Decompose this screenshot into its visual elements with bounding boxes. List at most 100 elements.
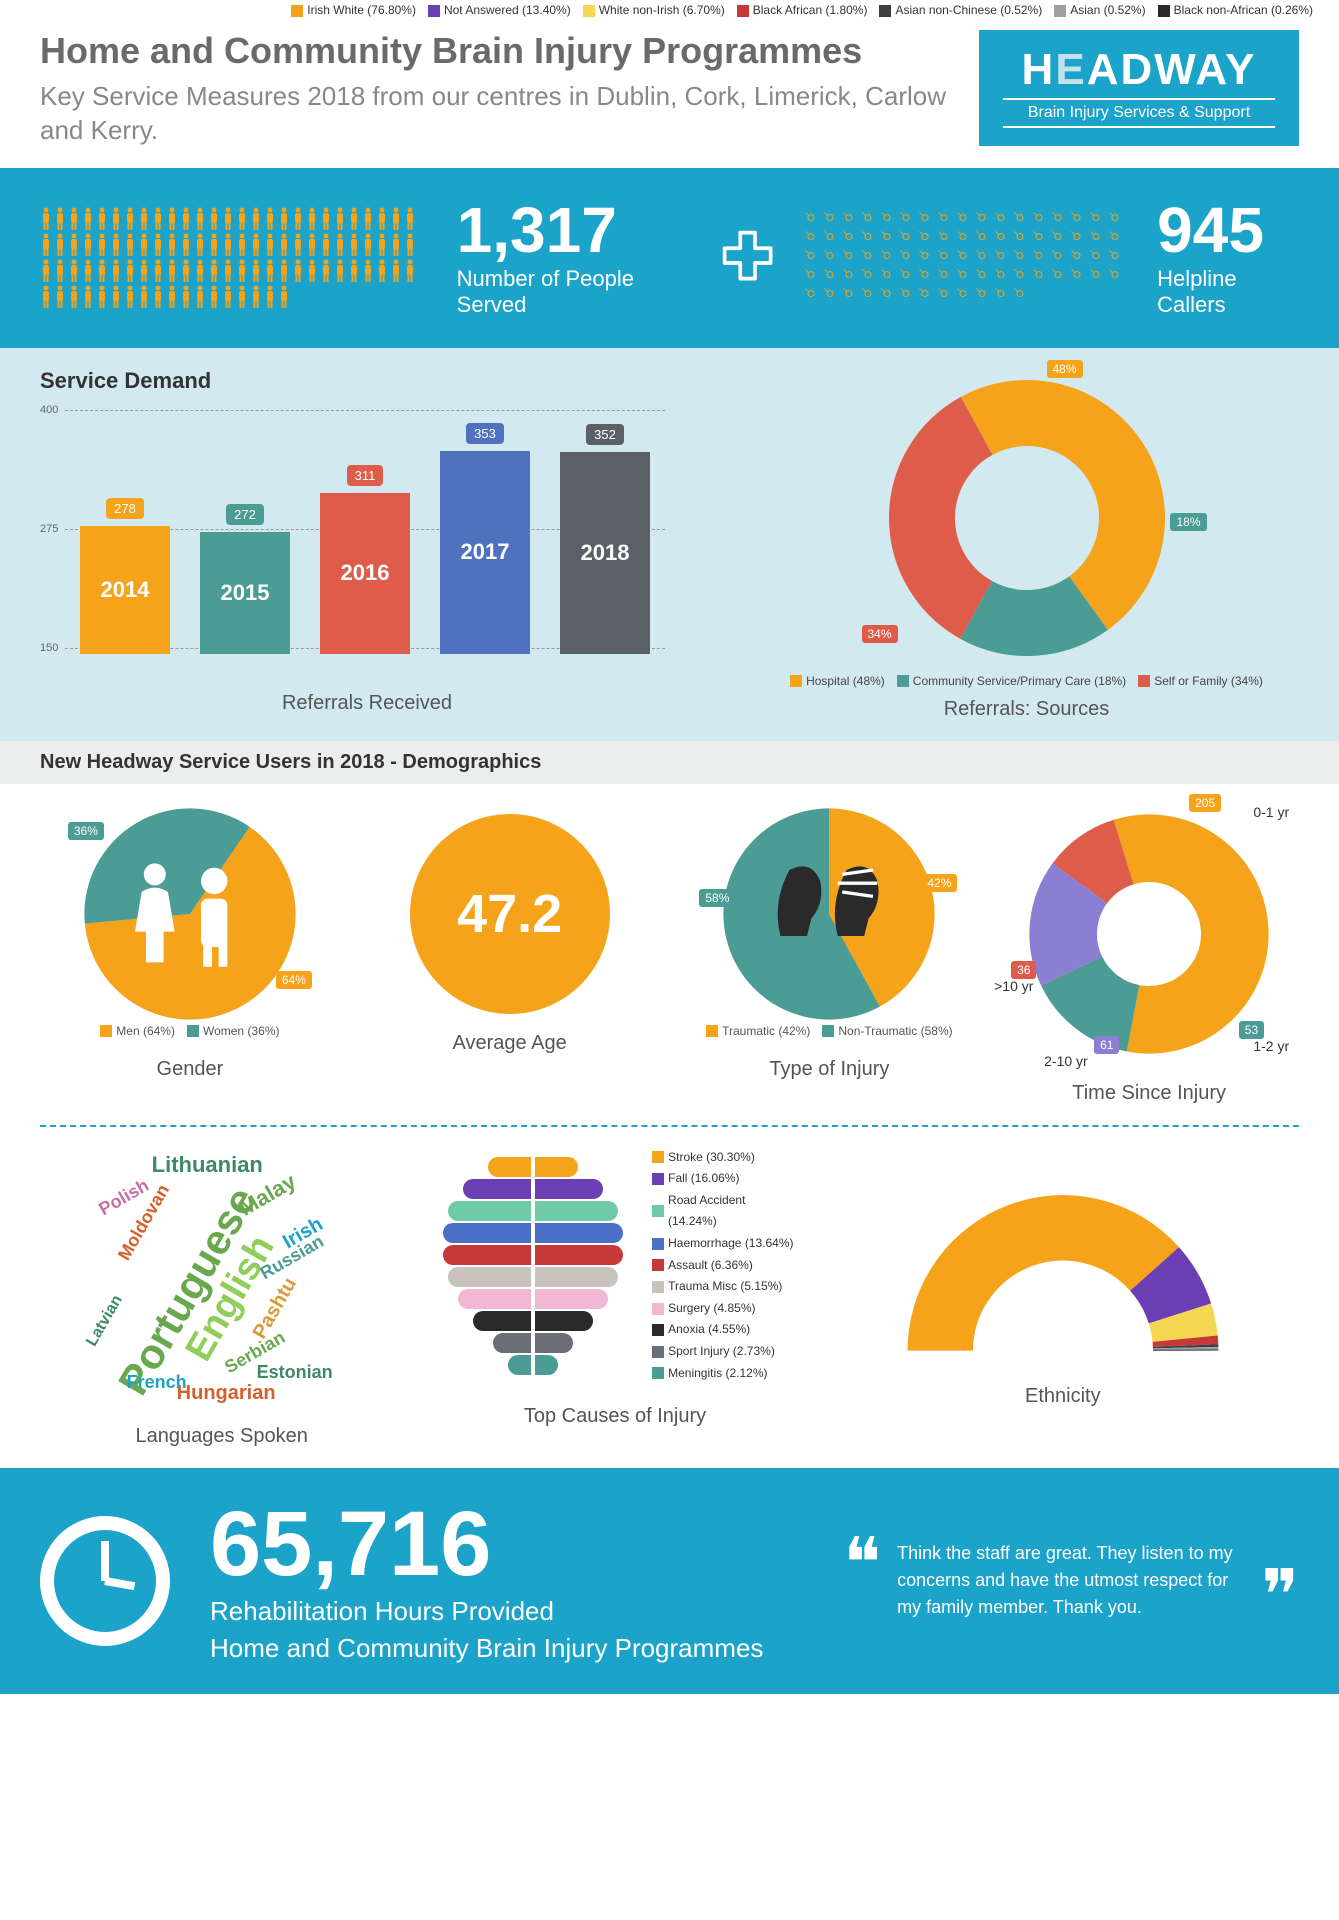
helpline-callers-stat: 945 Helpline Callers <box>1157 198 1299 318</box>
legend-item: Asian (0.52%) <box>1054 0 1145 22</box>
legend-item: Community Service/Primary Care (18%) <box>897 674 1126 688</box>
legend-item: Irish White (76.80%) <box>291 0 416 22</box>
person-icon <box>222 207 234 231</box>
hours-label-1: Rehabilitation Hours Provided <box>210 1596 763 1627</box>
person-icon <box>334 259 346 283</box>
person-icon <box>250 259 262 283</box>
average-age: 47.2 Average Age <box>360 804 660 1105</box>
legend-item: Not Answered (13.40%) <box>428 0 571 22</box>
person-icon <box>138 285 150 309</box>
languages-wordcloud: PortugueseEnglishLithuanianMalayIrishRus… <box>82 1147 362 1407</box>
person-icon <box>166 233 178 257</box>
person-icon <box>40 233 52 257</box>
service-demand-section: Service Demand 400275150 278 2014272 201… <box>0 348 1339 741</box>
bar: 278 2014 <box>80 526 170 654</box>
donut-caption: Referrals: Sources <box>754 698 1299 721</box>
person-icon <box>54 259 66 283</box>
person-icon <box>348 207 360 231</box>
person-icon <box>362 259 374 283</box>
person-icon <box>222 285 234 309</box>
person-icon <box>68 207 80 231</box>
person-icon <box>264 259 276 283</box>
person-icon <box>180 207 192 231</box>
ethnicity-col: Irish White (76.80%)Not Answered (13.40%… <box>827 1147 1299 1448</box>
person-icon <box>54 285 66 309</box>
legend-item: Women (36%) <box>187 1024 279 1038</box>
clock-icon <box>40 1516 170 1646</box>
person-icon <box>292 207 304 231</box>
people-icon-grid <box>40 207 427 309</box>
bottom-row: PortugueseEnglishLithuanianMalayIrishRus… <box>0 1147 1339 1468</box>
quote-open-icon: ❝ <box>843 1540 881 1589</box>
ethnicity-legend: Irish White (76.80%) Not Answered (13.40%… <box>265 0 1319 24</box>
person-icon <box>194 285 206 309</box>
headway-logo: HEADWAY Brain Injury Services & Support <box>979 30 1299 146</box>
person-icon <box>110 207 122 231</box>
person-icon <box>376 259 388 283</box>
person-icon <box>278 259 290 283</box>
testimonial-quote: ❝ Think the staff are great. They listen… <box>803 1540 1299 1621</box>
person-icon <box>292 259 304 283</box>
person-icon <box>110 233 122 257</box>
helpline-callers-label: Helpline Callers <box>1157 266 1299 318</box>
bar: 272 2015 <box>200 532 290 654</box>
brain-graphic <box>433 1147 632 1387</box>
person-icon <box>334 207 346 231</box>
ethnicity-half-donut <box>893 1187 1233 1367</box>
wordcloud-word: Hungarian <box>177 1382 276 1405</box>
person-icon <box>194 207 206 231</box>
legend-item: Men (64%) <box>100 1024 175 1038</box>
header: Home and Community Brain Injury Programm… <box>0 0 1339 168</box>
phone-icon: ⌕ <box>1109 269 1125 285</box>
person-icon <box>152 259 164 283</box>
time-since-injury-chart: 205 0-1 yr 53 1-2 yr 61 2-10 yr 36 >10 y… <box>999 804 1299 1105</box>
person-icon <box>334 233 346 257</box>
person-icon <box>320 259 332 283</box>
person-icon <box>166 285 178 309</box>
person-icon <box>236 233 248 257</box>
person-icon <box>96 233 108 257</box>
person-icon <box>404 233 416 257</box>
quote-close-icon: ❞ <box>1261 1572 1299 1621</box>
person-icon <box>208 207 220 231</box>
person-icon <box>68 285 80 309</box>
wordcloud-word: Lithuanian <box>152 1152 263 1178</box>
hours-label-2: Home and Community Brain Injury Programm… <box>210 1633 763 1664</box>
person-icon <box>68 233 80 257</box>
wordcloud-word: French <box>127 1372 187 1393</box>
person-icon <box>40 285 52 309</box>
person-icon <box>82 259 94 283</box>
legend-item: White non-Irish (6.70%) <box>583 0 725 22</box>
person-icon <box>54 233 66 257</box>
person-icon <box>138 233 150 257</box>
legend-item: Hospital (48%) <box>790 674 885 688</box>
divider <box>40 1125 1299 1127</box>
helpline-callers-number: 945 <box>1157 198 1299 262</box>
person-icon <box>82 285 94 309</box>
bar: 311 2016 <box>320 493 410 654</box>
causes-col: Stroke (30.30%)Fall (16.06%)Road Acciden… <box>433 1147 796 1448</box>
person-icon <box>292 233 304 257</box>
person-icon <box>264 233 276 257</box>
legend-item: Traumatic (42%) <box>706 1024 810 1038</box>
bar: 352 2018 <box>560 452 650 654</box>
person-icon <box>40 207 52 231</box>
legend-item: Assault (6.36%) <box>652 1255 797 1277</box>
person-icon <box>362 207 374 231</box>
person-icon <box>96 259 108 283</box>
person-icon <box>376 207 388 231</box>
footer: 65,716 Rehabilitation Hours Provided Hom… <box>0 1468 1339 1694</box>
legend-item: Road Accident (14.24%) <box>652 1190 797 1233</box>
legend-item: Meningitis (2.12%) <box>652 1363 797 1385</box>
logo-tagline: Brain Injury Services & Support <box>1003 98 1275 128</box>
person-icon <box>194 233 206 257</box>
person-icon <box>138 207 150 231</box>
person-icon <box>222 259 234 283</box>
person-icon <box>68 259 80 283</box>
injury-legend: Traumatic (42%)Non-Traumatic (58%) <box>680 1024 980 1040</box>
person-icon <box>152 207 164 231</box>
person-icon <box>320 233 332 257</box>
person-icon <box>250 207 262 231</box>
person-icon <box>138 259 150 283</box>
people-served-stat: 1,317 Number of People Served <box>457 198 690 318</box>
